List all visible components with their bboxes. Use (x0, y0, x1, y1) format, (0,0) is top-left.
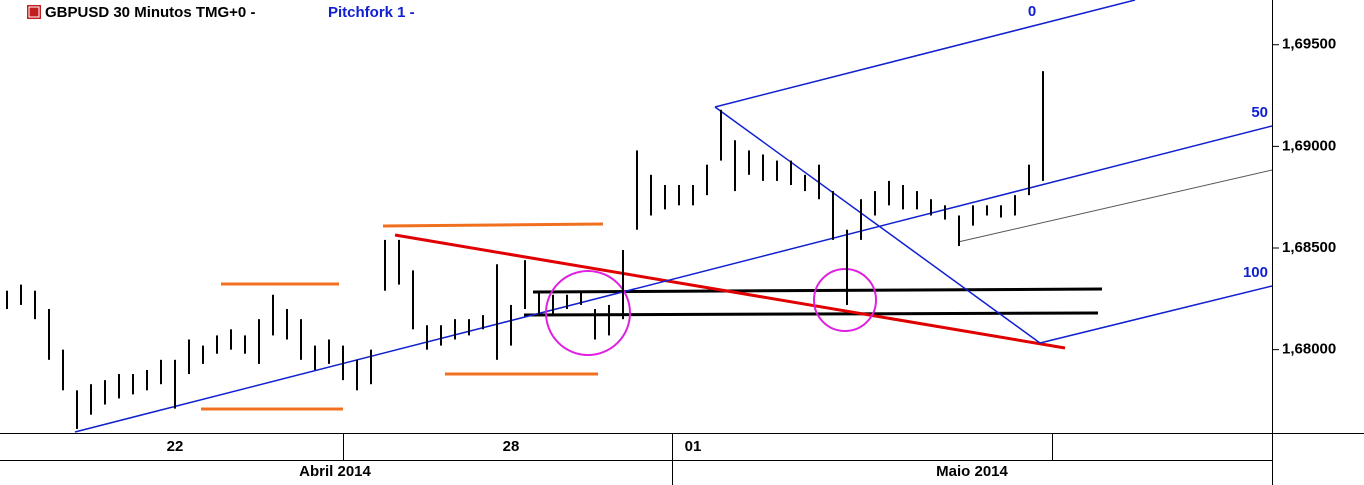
red-trendline (394, 233, 1066, 350)
x-tick-label: 28 (503, 438, 520, 455)
annotations (74, 0, 1273, 433)
pitchfork-tine (1039, 285, 1273, 344)
x-tick-label: 22 (167, 438, 184, 455)
pitchfork-label: 100 (1243, 264, 1268, 281)
y-tick-label: 1,68500 (1282, 239, 1336, 256)
black-level (532, 287, 1103, 294)
month-label: Abril 2014 (299, 463, 371, 480)
pitchfork-handle (714, 106, 1041, 344)
fx-icon (27, 5, 41, 19)
fx-icon-inner (28, 6, 40, 18)
highlight-circle (545, 270, 631, 356)
pitchfork-label: 50 (1251, 104, 1268, 121)
chart-title: GBPUSD 30 Minutos TMG+0 - (45, 4, 255, 21)
month-label: Maio 2014 (936, 463, 1008, 480)
pitchfork-tine (714, 0, 1136, 108)
pitchfork-label: 0 (1028, 3, 1036, 20)
pitchfork-median (74, 125, 1273, 433)
chart-subtitle: Pitchfork 1 - (328, 4, 415, 21)
highlight-circle (813, 268, 877, 332)
x-tick-label: 01 (685, 438, 702, 455)
black-level (523, 311, 1099, 317)
gray-line (957, 169, 1273, 243)
y-tick-label: 1,68000 (1282, 341, 1336, 358)
y-tick-label: 1,69500 (1282, 36, 1336, 53)
orange-level (382, 222, 604, 228)
y-tick-label: 1,69000 (1282, 137, 1336, 154)
